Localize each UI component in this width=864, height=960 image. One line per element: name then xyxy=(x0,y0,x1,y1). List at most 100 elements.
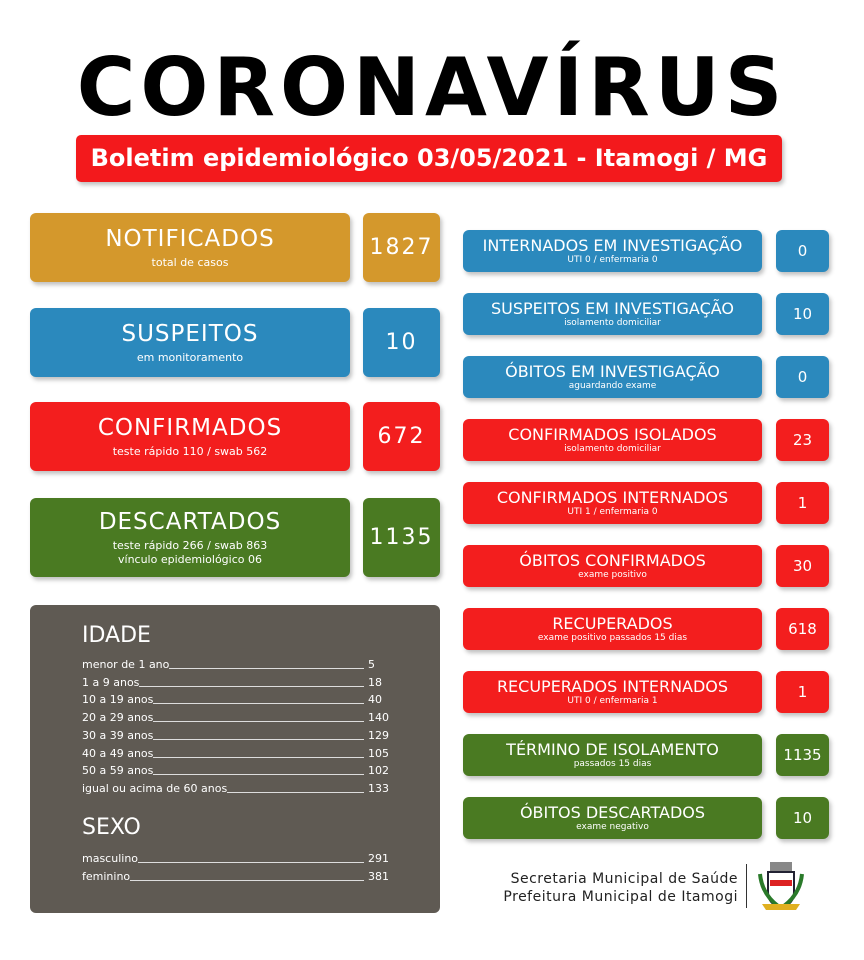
suspeitos-card: SUSPEITOS em monitoramento xyxy=(30,308,350,377)
notificados-sublabel: total de casos xyxy=(151,255,229,269)
suspeitos-em-investigação-sublabel: isolamento domiciliar xyxy=(564,318,661,328)
idade-row-value: 40 xyxy=(368,693,382,707)
término-de-isolamento-label: TÉRMINO DE ISOLAMENTO xyxy=(506,740,719,759)
confirmados-internados-value: 1 xyxy=(776,482,829,524)
idade-row-value: 129 xyxy=(368,728,389,742)
óbitos-confirmados-card: ÓBITOS CONFIRMADOS exame positivo xyxy=(463,545,762,587)
confirmados-isolados-value: 23 xyxy=(776,419,829,461)
internados-em-investigação-label: INTERNADOS EM INVESTIGAÇÃO xyxy=(482,236,743,255)
confirmados-isolados-sublabel: isolamento domiciliar xyxy=(564,444,661,454)
confirmados-label: CONFIRMADOS xyxy=(97,414,283,441)
óbitos-confirmados-sublabel: exame positivo xyxy=(578,570,647,580)
idade-row-label: 50 a 59 anos xyxy=(82,764,154,778)
leader-line xyxy=(153,738,364,740)
idade-row-value: 18 xyxy=(368,675,382,689)
óbitos-confirmados-value: 30 xyxy=(776,545,829,587)
descartados-value: 1135 xyxy=(363,498,440,577)
footer-line-1: Secretaria Municipal de Saúde xyxy=(510,871,738,887)
sexo-row-label: masculino xyxy=(82,852,139,865)
leader-line xyxy=(138,862,364,863)
internados-em-investigação-card: INTERNADOS EM INVESTIGAÇÃO UTI 0 / enfer… xyxy=(463,230,762,272)
recuperados-label: RECUPERADOS xyxy=(552,614,673,633)
óbitos-descartados-value: 10 xyxy=(776,797,829,839)
idade-row-label: 40 a 49 anos xyxy=(82,746,154,760)
idade-row-value: 5 xyxy=(368,658,375,671)
footer-line-2: Prefeitura Municipal de Itamogi xyxy=(503,889,738,905)
recuperados-sublabel: exame positivo passados 15 dias xyxy=(537,633,688,643)
leader-line xyxy=(153,703,364,705)
recuperados-internados-sublabel: UTI 0 / enfermaria 1 xyxy=(567,696,658,706)
confirmados-sublabel: teste rápido 110 / swab 562 xyxy=(112,444,268,458)
leader-line xyxy=(153,721,364,723)
suspeitos-em-investigação-value: 10 xyxy=(776,293,829,335)
idade-row-label: 30 a 39 anos xyxy=(82,728,154,742)
término-de-isolamento-card: TÉRMINO DE ISOLAMENTO passados 15 dias xyxy=(463,734,762,776)
recuperados-card: RECUPERADOS exame positivo passados 15 d… xyxy=(463,608,762,650)
idade-row-label: 10 a 19 anos xyxy=(82,693,154,707)
descartados-sublabel-2: vínculo epidemiológico 06 xyxy=(118,552,262,566)
confirmados-card: CONFIRMADOS teste rápido 110 / swab 562 xyxy=(30,402,350,471)
término-de-isolamento-sublabel: passados 15 dias xyxy=(573,759,652,769)
confirmados-isolados-card: CONFIRMADOS ISOLADOS isolamento domicili… xyxy=(463,419,762,461)
confirmados-internados-label: CONFIRMADOS INTERNADOS xyxy=(496,488,729,507)
óbitos-em-investigação-value: 0 xyxy=(776,356,829,398)
óbitos-em-investigação-label: ÓBITOS EM INVESTIGAÇÃO xyxy=(505,362,720,381)
recuperados-value: 618 xyxy=(776,608,829,650)
término-de-isolamento-value: 1135 xyxy=(776,734,829,776)
leader-line xyxy=(169,668,364,669)
suspeitos-em-investigação-label: SUSPEITOS EM INVESTIGAÇÃO xyxy=(491,299,734,318)
suspeitos-value: 10 xyxy=(363,308,440,377)
sexo-row: masculino 291 xyxy=(82,849,398,865)
idade-row-label: menor de 1 ano xyxy=(82,658,170,671)
idade-row: 30 a 39 anos 129 xyxy=(82,726,398,742)
leader-line xyxy=(153,774,364,776)
idade-row-value: 140 xyxy=(368,711,389,725)
idade-row: 50 a 59 anos 102 xyxy=(82,761,398,777)
óbitos-descartados-label: ÓBITOS DESCARTADOS xyxy=(519,803,706,822)
idade-row: 20 a 29 anos 140 xyxy=(82,708,398,724)
sexo-row: feminino 381 xyxy=(82,867,398,883)
confirmados-internados-sublabel: UTI 1 / enfermaria 0 xyxy=(567,507,658,517)
óbitos-descartados-sublabel: exame negativo xyxy=(576,822,649,832)
idade-row: igual ou acima de 60 anos 133 xyxy=(82,779,398,795)
idade-row: 40 a 49 anos 105 xyxy=(82,744,398,760)
descartados-card: DESCARTADOS teste rápido 266 / swab 863 v… xyxy=(30,498,350,577)
suspeitos-em-investigação-card: SUSPEITOS EM INVESTIGAÇÃO isolamento dom… xyxy=(463,293,762,335)
suspeitos-sublabel: em monitoramento xyxy=(136,350,244,364)
notificados-value: 1827 xyxy=(363,213,440,282)
óbitos-confirmados-label: ÓBITOS CONFIRMADOS xyxy=(519,551,706,570)
internados-em-investigação-sublabel: UTI 0 / enfermaria 0 xyxy=(567,255,658,265)
footer-text: Secretaria Municipal de Saúde Prefeitura… xyxy=(470,870,738,906)
internados-em-investigação-value: 0 xyxy=(776,230,829,272)
idade-row: menor de 1 ano 5 xyxy=(82,655,398,671)
leader-line xyxy=(139,685,364,687)
recuperados-internados-card: RECUPERADOS INTERNADOS UTI 0 / enfermari… xyxy=(463,671,762,713)
leader-line xyxy=(227,791,364,793)
sexo-row-value: 291 xyxy=(368,852,389,865)
óbitos-em-investigação-sublabel: aguardando exame xyxy=(568,381,657,391)
notificados-card: NOTIFICADOS total de casos xyxy=(30,213,350,282)
idade-row: 1 a 9 anos 18 xyxy=(82,673,398,689)
idade-heading: IDADE xyxy=(82,623,151,648)
óbitos-descartados-card: ÓBITOS DESCARTADOS exame negativo xyxy=(463,797,762,839)
idade-row-label: 20 a 29 anos xyxy=(82,711,154,725)
idade-row: 10 a 19 anos 40 xyxy=(82,690,398,706)
recuperados-internados-label: RECUPERADOS INTERNADOS xyxy=(496,677,729,696)
confirmados-internados-card: CONFIRMADOS INTERNADOS UTI 1 / enfermari… xyxy=(463,482,762,524)
notificados-label: NOTIFICADOS xyxy=(105,225,275,252)
idade-row-value: 133 xyxy=(368,781,389,795)
sexo-row-value: 381 xyxy=(368,869,389,883)
sexo-heading: SEXO xyxy=(82,815,141,840)
recuperados-internados-value: 1 xyxy=(776,671,829,713)
descartados-label: DESCARTADOS xyxy=(98,508,282,535)
municipal-crest-icon xyxy=(758,862,804,910)
idade-row-label: igual ou acima de 60 anos xyxy=(82,781,228,795)
descartados-sublabel: teste rápido 266 / swab 863 xyxy=(112,538,268,552)
subtitle-banner: Boletim epidemiológico 03/05/2021 - Itam… xyxy=(76,135,782,182)
footer-divider xyxy=(746,864,747,908)
confirmados-isolados-label: CONFIRMADOS ISOLADOS xyxy=(508,425,717,444)
idade-row-value: 105 xyxy=(368,746,389,760)
óbitos-em-investigação-card: ÓBITOS EM INVESTIGAÇÃO aguardando exame xyxy=(463,356,762,398)
suspeitos-label: SUSPEITOS xyxy=(121,320,259,347)
